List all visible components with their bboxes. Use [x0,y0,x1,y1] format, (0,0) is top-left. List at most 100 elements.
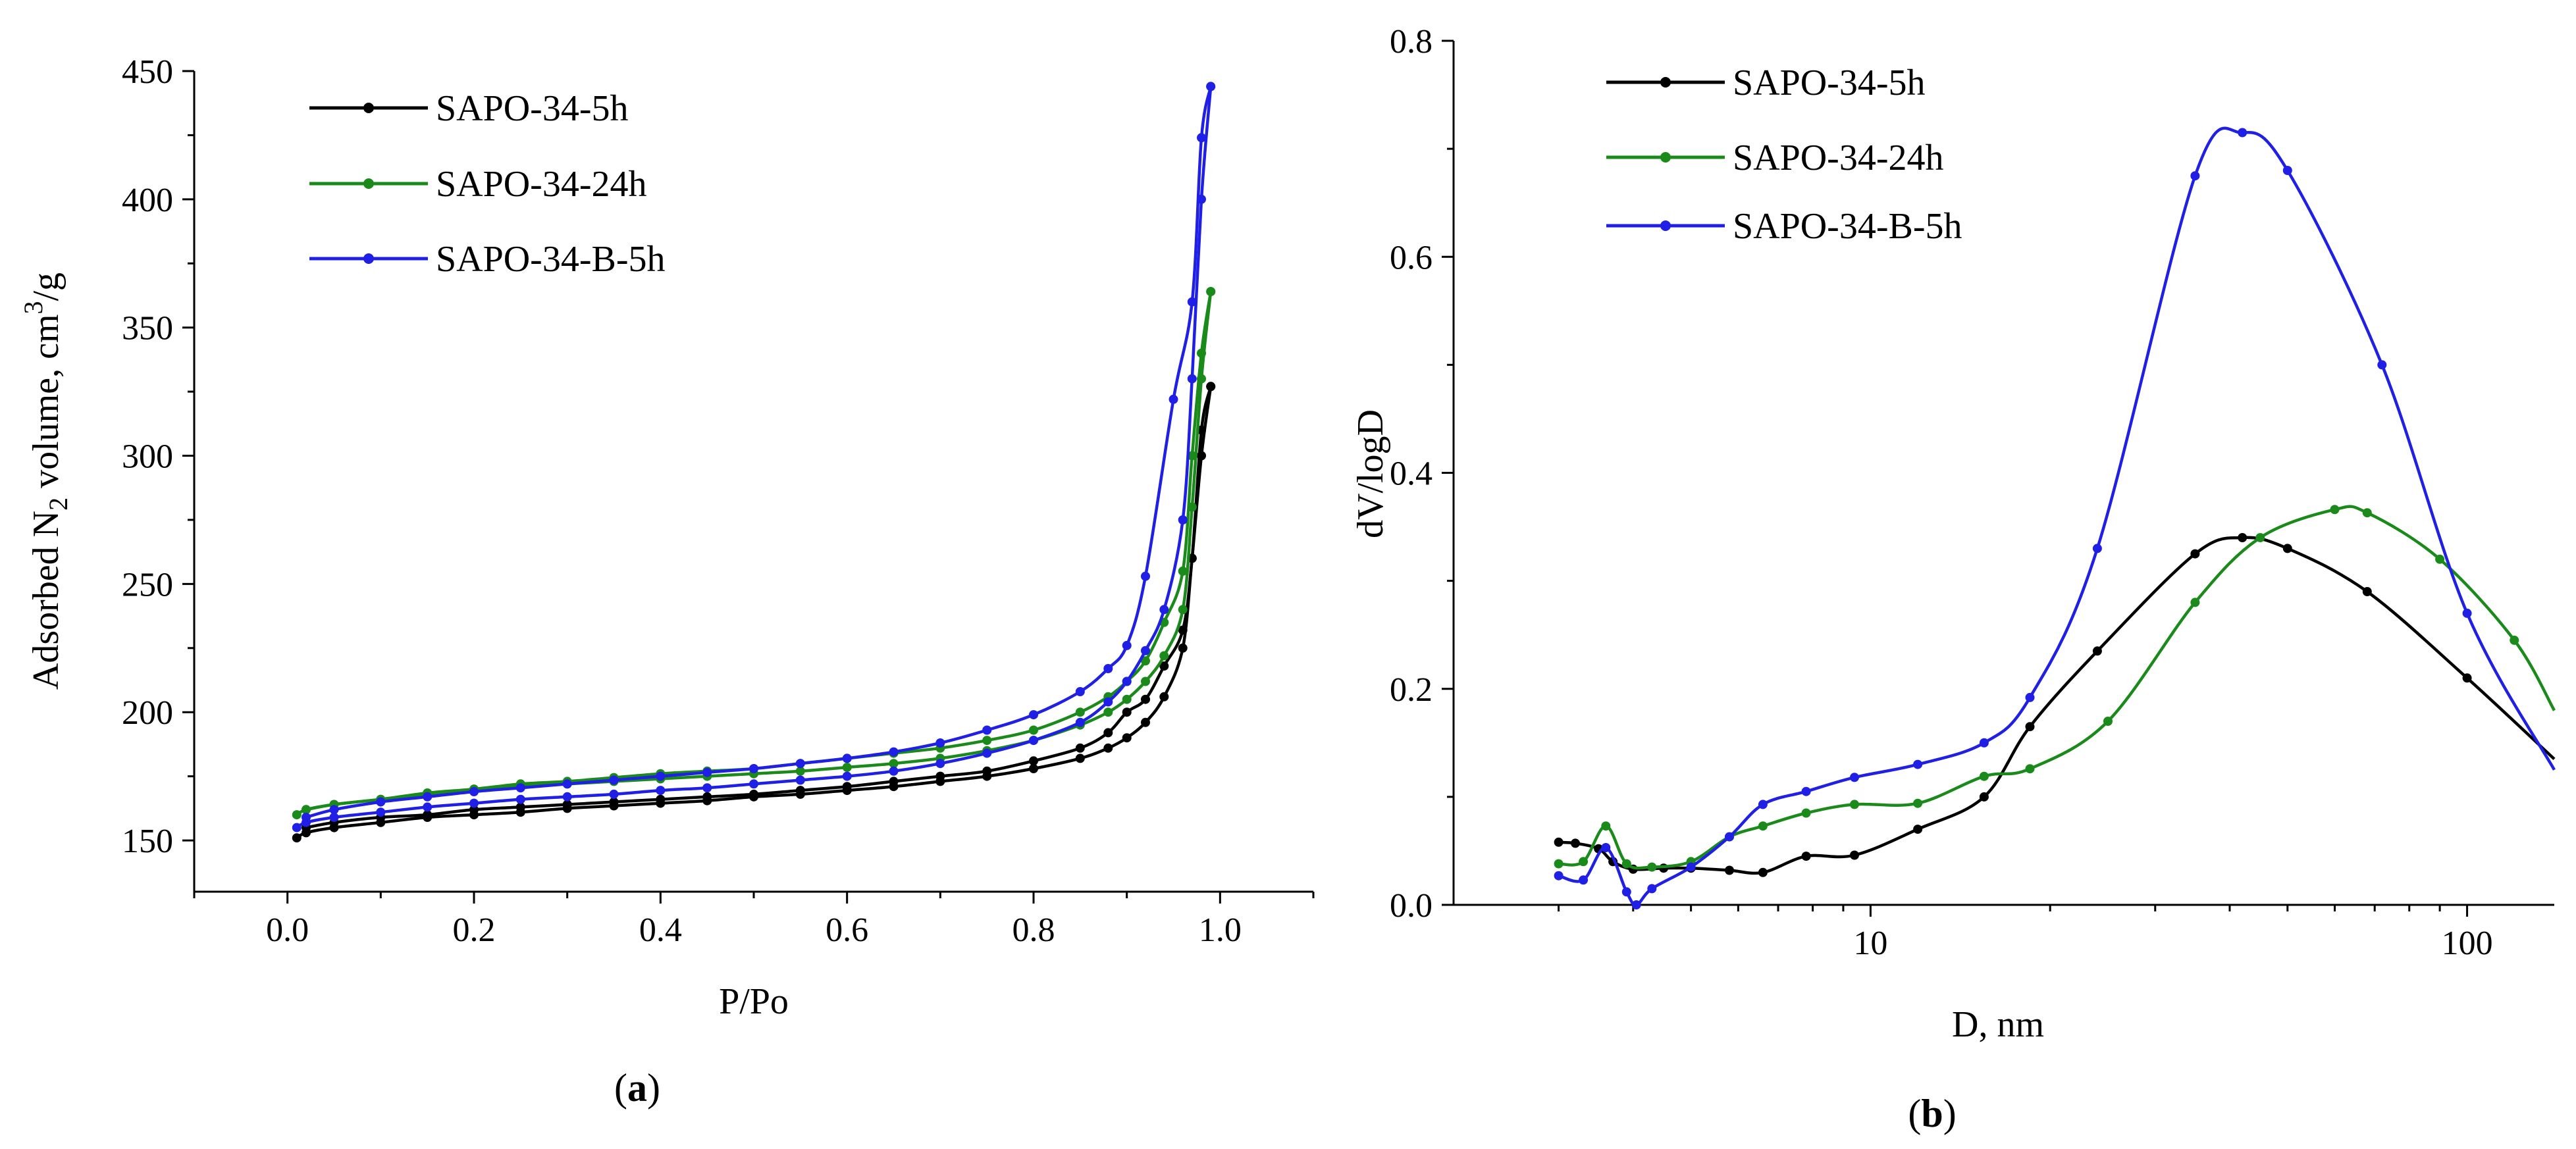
panel-a-data-point [1141,694,1150,704]
panel-b-data-point [1913,798,1923,808]
panel-a-data-point [1169,394,1178,404]
panel-b-data-point [2282,166,2292,175]
panel-b-data-point [2190,598,2200,607]
panel-a-x-axis-title: P/Po [719,981,789,1022]
panel-a-x-tick-label: 1.0 [1199,911,1242,949]
panel-a-data-point [1178,515,1188,524]
panel-a-y-axis-title: Adsorbed N2 volume, cm3/g [18,272,73,690]
panel-a-isotherm-chart: 0.0 0.2 0.4 0.6 0.8 1.0150200250300350400450 … [18,53,1315,1110]
panel-a-x-tick-label: 0.6 [826,911,868,949]
panel-b-data-point [2377,360,2387,370]
panel-a-label: (a) [614,1066,660,1110]
panel-a-data-point [1141,717,1150,727]
panel-a-legend-label-sapo-34-24h: SAPO-34-24h [436,164,646,205]
panel-a-data-point [795,759,805,769]
panel-b-data-point [1801,808,1811,818]
panel-a-y-tick-label: 200 [122,694,173,732]
panel-a-data-point [889,759,899,769]
panel-b-x-tick-label: 100 [2442,925,2493,962]
panel-b-data-point [2362,508,2372,518]
panel-a-data-point [329,813,339,822]
panel-a-data-point [1197,133,1206,143]
panel-a-data-point [515,794,525,804]
panel-a-data-point [1122,694,1132,704]
panel-a-data-point [1159,661,1169,671]
panel-a-data-point [292,823,302,832]
panel-a-data-point [842,763,852,772]
panel-b-legend-marker-sapo-34-b-5h [1660,220,1671,231]
panel-b-y-tick-label: 0.2 [1390,671,1433,709]
panel-a-legend-item-sapo-34-24h: SAPO-34-24h [309,164,646,205]
panel-b-data-point [1579,875,1589,885]
panel-a-legend: SAPO-34-5h SAPO-34-24h SAPO-34-B-5h [309,88,665,280]
panel-b-data-point [2238,533,2247,542]
panel-a-x-tick-label: 0.2 [453,911,496,949]
panel-b-data-point [1758,800,1768,809]
panel-a-data-point [302,805,311,815]
panel-a-data-point [1029,710,1038,720]
panel-a-y-tick-label: 150 [122,823,173,860]
panel-a-data-point [1206,382,1216,392]
panel-a-series-sapo-34-5h [292,382,1216,843]
panel-b-data-point [1554,859,1564,869]
panel-a-data-point [1178,625,1188,635]
panel-b-legend-item-sapo-34-24h: SAPO-34-24h [1606,138,1943,178]
panel-a-y-tick-label: 450 [122,53,173,91]
panel-a-data-point [1159,651,1169,661]
panel-a-data-point [423,810,433,820]
panel-b-data-point [2255,533,2265,542]
panel-a-legend-label-sapo-34-b-5h: SAPO-34-B-5h [436,239,665,280]
panel-a-data-point [1141,656,1150,666]
panel-a-data-point [1122,707,1132,717]
panel-a-y-tick-label: 250 [122,566,173,603]
panel-b-series-sapo-34-24h [1554,505,2556,872]
panel-b-legend-label-sapo-34-5h: SAPO-34-5h [1733,63,1925,103]
panel-a-data-point [469,805,479,815]
panel-a-data-point [376,797,386,807]
panel-b-data-point [2092,646,2102,656]
panel-a-data-point [842,782,852,792]
panel-b-data-point [1913,825,1923,834]
panel-a-data-point [1159,692,1169,702]
panel-a-data-point [656,786,666,796]
panel-a-data-point [1029,736,1038,746]
panel-a-data-point [292,833,302,843]
panel-b-y-tick-label: 0.4 [1390,455,1433,493]
panel-a-x-tick-label: 0.4 [639,911,682,949]
panel-a-data-point [1187,451,1197,461]
panel-b-data-point [2103,717,2113,726]
panel-b-data-point [1801,852,1811,861]
panel-a-data-point [749,779,758,789]
panel-a-data-point [1075,707,1085,717]
panel-b-data-point [1601,821,1611,831]
panel-b-legend-marker-sapo-34-24h [1660,152,1671,163]
panel-a-ticks: 0.0 0.2 0.4 0.6 0.8 1.0 150 200 250 300 350 400 450 [122,53,1315,949]
panel-b-data-point [2025,692,2035,702]
panel-b-data-point [2092,544,2102,553]
panel-a-data-point [982,748,992,758]
panel-a-legend-marker-sapo-34-24h [363,178,374,189]
panel-b-label: (b) [1908,1092,1956,1135]
panel-a-data-point [889,747,899,757]
panel-b-y-tick-label: 0.0 [1390,887,1433,925]
panel-b-data-point [1725,865,1734,875]
panel-a-data-point [1178,605,1188,615]
panel-a-data-point [609,775,619,785]
panel-a-data-point [795,775,805,785]
panel-a-data-point [1197,348,1206,358]
panel-a-x-tick-label: 0.8 [1012,911,1055,949]
panel-b-legend-label-sapo-34-24h: SAPO-34-24h [1733,138,1943,178]
panel-b-series [1554,126,2556,909]
panel-b-data-point [2435,554,2445,564]
panel-a-data-point [702,767,712,777]
panel-a-data-point [1206,287,1216,297]
panel-a-y-tick-label: 400 [122,182,173,219]
panel-a-y-tick-label: 300 [122,438,173,476]
panel-b-data-point [1579,857,1589,867]
panel-a-data-point [1103,728,1113,738]
panel-b-data-point [1554,871,1564,881]
panel-a-data-point [889,766,899,776]
panel-b-data-point [1758,867,1768,877]
panel-a-legend-label-sapo-34-5h: SAPO-34-5h [436,88,628,129]
panel-a-data-point [292,810,302,820]
